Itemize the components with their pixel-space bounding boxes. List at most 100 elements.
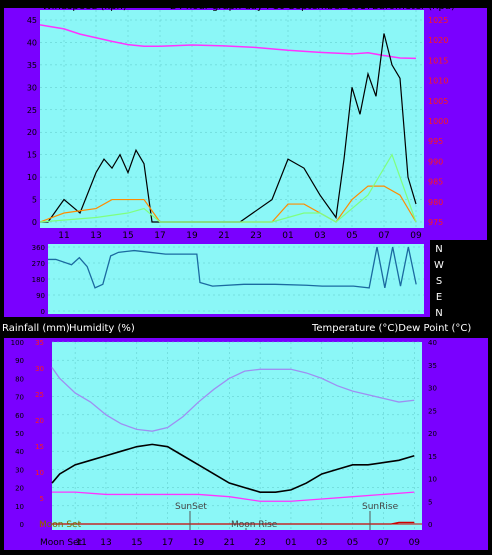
compass-N-0: N <box>435 244 442 255</box>
rainfall-title: Rainfall (mm) <box>2 323 70 334</box>
wind-tick-5: 5 <box>32 196 37 205</box>
bottom-hour-15: 15 <box>131 538 142 548</box>
top-left-title: Windspeed (kph) <box>42 1 127 12</box>
temperature-title: Temperature (°C)Dew Point (°C) <box>311 323 471 334</box>
humidity-tick-20: 20 <box>15 485 24 493</box>
top-hour-13: 13 <box>90 231 101 241</box>
temperature-axis-labels: 0 5 10 15 20 25 30 35 40 <box>428 339 437 529</box>
bottom-series <box>51 367 422 525</box>
graph-date-title: 24 hour graph day : 10 September 2017 <box>170 1 372 12</box>
bottom-x-axis-labels: 11 13 15 17 19 21 23 01 03 05 07 09 <box>75 538 420 548</box>
astro-markers: Moon Set SunSet Moon Rise SunRise Moon S… <box>39 502 399 548</box>
barometer-axis-labels: 975 980 985 990 995 1000 1005 1010 1015 1020 1025 <box>428 16 448 227</box>
bottom-series-0 <box>51 367 415 432</box>
baro-tick-1010: 1010 <box>428 77 448 86</box>
wind-tick-35: 35 <box>27 61 37 70</box>
top-hour-23: 23 <box>250 231 261 241</box>
humidity-tick-100: 100 <box>11 339 24 347</box>
humidity-tick-40: 40 <box>15 448 24 456</box>
top-hour-21: 21 <box>218 231 229 241</box>
temp-tick-30: 30 <box>428 385 437 393</box>
wind-tick-25: 25 <box>27 106 37 115</box>
top-hour-05: 05 <box>346 231 357 241</box>
baro-tick-995: 995 <box>428 137 443 146</box>
rain-tick-20: 20 <box>35 417 44 425</box>
dir-tick-90: 90 <box>36 292 45 300</box>
humidity-tick-10: 10 <box>15 503 24 511</box>
wind-tick-10: 10 <box>27 173 37 182</box>
top-hour-07: 07 <box>378 231 389 241</box>
middle-series <box>48 246 417 289</box>
humidity-tick-80: 80 <box>15 375 24 383</box>
rain-tick-30: 30 <box>35 365 44 373</box>
top-hour-01: 01 <box>282 231 293 241</box>
wind-tick-40: 40 <box>27 38 37 47</box>
baro-tick-985: 985 <box>428 178 443 187</box>
top-hour-19: 19 <box>186 231 198 241</box>
bottom-hour-21: 21 <box>224 538 235 548</box>
top-x-axis-labels: 11 13 15 17 19 21 23 01 03 05 07 09 <box>58 231 422 241</box>
rainfall-axis-labels: 0 5 10 15 20 25 30 35 <box>35 339 44 529</box>
top-hour-03: 03 <box>314 231 325 241</box>
temp-tick-35: 35 <box>428 362 437 370</box>
rain-tick-25: 25 <box>35 391 44 399</box>
humidity-tick-50: 50 <box>15 430 24 438</box>
compass-E-3: E <box>436 292 442 303</box>
bottom-hour-23: 23 <box>254 538 265 548</box>
temp-humidity-panel: Rainfall (mm) Humidity (%) Temperature (… <box>2 323 488 550</box>
rain-tick-0: 0 <box>40 521 44 529</box>
humidity-tick-90: 90 <box>15 357 24 365</box>
direction-series-0 <box>48 246 417 289</box>
baro-tick-990: 990 <box>428 157 443 166</box>
dir-tick-270: 270 <box>32 260 45 268</box>
bottom-hour-19: 19 <box>193 538 205 548</box>
bottom-hour-05: 05 <box>347 538 358 548</box>
compass-S-2: S <box>436 276 442 287</box>
temp-tick-5: 5 <box>428 498 432 506</box>
top-series-0 <box>39 24 417 60</box>
rain-tick-5: 5 <box>40 495 44 503</box>
bottom-hour-17: 17 <box>162 538 173 548</box>
temp-tick-15: 15 <box>428 453 437 461</box>
direction-axis-labels: 360 270 180 90 0 <box>32 244 45 316</box>
sunrise-label: SunRise <box>362 502 399 512</box>
rain-tick-35: 35 <box>35 339 44 347</box>
top-plot-area <box>40 10 424 228</box>
wind-tick-20: 20 <box>27 128 37 137</box>
top-series-3 <box>39 153 417 223</box>
temp-tick-0: 0 <box>428 521 432 529</box>
bottom-series-2 <box>52 491 415 502</box>
bottom-hour-01: 01 <box>285 538 296 548</box>
bottom-hour-03: 03 <box>316 538 327 548</box>
bottom-series-1 <box>51 443 415 493</box>
humidity-title: Humidity (%) <box>69 323 135 334</box>
wind-tick-0: 0 <box>32 218 37 227</box>
top-hour-09: 09 <box>410 231 422 241</box>
baro-tick-980: 980 <box>428 198 443 207</box>
top-hour-15: 15 <box>122 231 133 241</box>
temp-tick-20: 20 <box>428 430 437 438</box>
humidity-tick-30: 30 <box>15 466 24 474</box>
dir-tick-360: 360 <box>32 244 45 252</box>
top-right-title: Barometer (hpa) <box>372 1 455 12</box>
bottom-hour-13: 13 <box>100 538 111 548</box>
dir-tick-0: 0 <box>41 308 45 316</box>
baro-tick-1025: 1025 <box>428 16 448 25</box>
humidity-axis-labels: 0 10 20 30 40 50 60 70 80 90 100 <box>11 339 24 529</box>
baro-tick-1000: 1000 <box>428 117 448 126</box>
bottom-hour-09: 09 <box>409 538 421 548</box>
wind-barometer-panel: Windspeed (kph) 24 hour graph day : 10 S… <box>4 1 487 241</box>
humidity-tick-0: 0 <box>20 521 24 529</box>
wind-tick-30: 30 <box>27 83 37 92</box>
top-grid <box>40 10 424 228</box>
compass-N-4: N <box>435 308 442 319</box>
temp-tick-25: 25 <box>428 407 437 415</box>
moonset-top-label: Moon Set <box>39 520 82 530</box>
rain-tick-10: 10 <box>35 469 44 477</box>
dir-tick-180: 180 <box>32 276 45 284</box>
sunset-label: SunSet <box>175 502 207 512</box>
moonrise-label: Moon Rise <box>231 520 278 530</box>
